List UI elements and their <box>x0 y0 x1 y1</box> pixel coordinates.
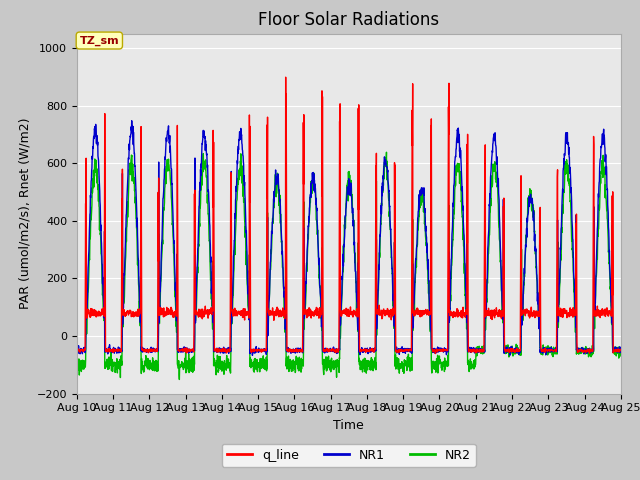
q_line <box>282 74 289 80</box>
NR2 <box>225 361 232 367</box>
q_line <box>570 305 577 311</box>
NR1 <box>617 349 625 355</box>
q_line <box>584 348 592 354</box>
Text: TZ_sm: TZ_sm <box>79 36 119 46</box>
q_line <box>508 348 515 354</box>
NR1 <box>377 215 385 221</box>
q_line <box>225 347 232 352</box>
q_line <box>365 348 372 354</box>
NR2 <box>617 353 625 359</box>
NR1 <box>365 349 372 355</box>
NR1 <box>584 346 592 351</box>
Title: Floor Solar Radiations: Floor Solar Radiations <box>258 11 440 29</box>
NR1 <box>508 344 515 349</box>
NR2 <box>365 363 372 369</box>
Legend: q_line, NR1, NR2: q_line, NR1, NR2 <box>222 444 476 467</box>
NR2 <box>175 377 183 383</box>
NR2 <box>508 349 515 355</box>
NR1 <box>570 251 577 257</box>
NR1 <box>225 350 232 356</box>
NR1 <box>248 352 256 358</box>
Line: NR1: NR1 <box>77 121 621 355</box>
q_line <box>431 351 439 357</box>
Line: q_line: q_line <box>77 77 621 354</box>
NR2 <box>584 346 592 352</box>
q_line <box>73 348 81 353</box>
NR2 <box>376 230 384 236</box>
Y-axis label: PAR (umol/m2/s), Rnet (W/m2): PAR (umol/m2/s), Rnet (W/m2) <box>18 118 31 309</box>
X-axis label: Time: Time <box>333 419 364 432</box>
q_line <box>376 312 384 317</box>
NR2 <box>73 364 81 370</box>
Line: NR2: NR2 <box>77 152 621 380</box>
NR2 <box>570 268 577 274</box>
q_line <box>617 347 625 353</box>
NR2 <box>383 149 390 155</box>
NR1 <box>73 347 81 353</box>
NR1 <box>128 118 136 124</box>
